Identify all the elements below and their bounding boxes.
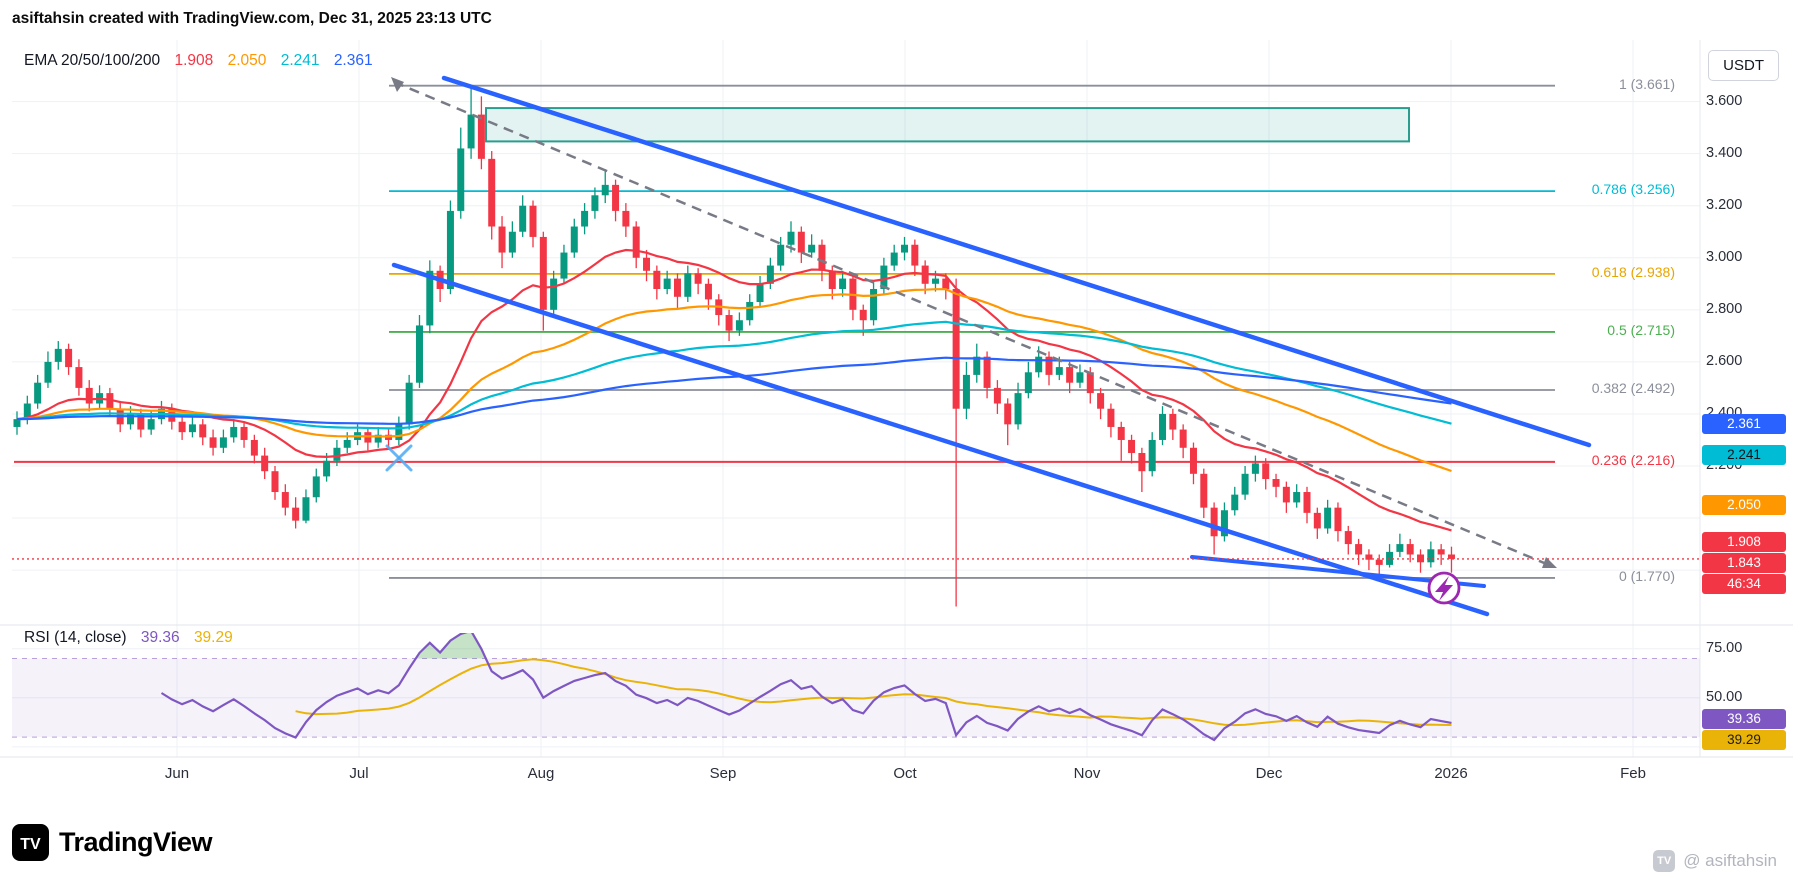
main-pane	[12, 75, 1700, 617]
ema20-last-value: 1.908	[174, 52, 214, 69]
fib-level-label: 0 (1.770)	[1618, 567, 1675, 584]
rsi-legend-title: RSI (14, close)	[24, 629, 127, 646]
time-axis-label[interactable]: 2026	[1434, 765, 1468, 782]
rsi-indicator-legend[interactable]: RSI (14, close) 39.36 39.29	[24, 629, 233, 647]
rsi-line	[160, 633, 1452, 742]
watermark: TV @ asiftahsin	[1653, 850, 1777, 872]
chart-attribution-note: asiftahsin created with TradingView.com,…	[12, 10, 492, 27]
time-axis-label[interactable]: Sep	[709, 765, 737, 782]
price-axis-label: 3.200	[1706, 196, 1743, 213]
tradingview-brand-text: TradingView	[59, 827, 213, 857]
fib-level-label: 1 (3.661)	[1618, 75, 1675, 92]
price-axis-label: 2.800	[1706, 300, 1743, 317]
fib-level-label: 0.382 (2.492)	[1591, 379, 1675, 396]
price-badge: 2.050	[1702, 495, 1786, 516]
rsi-pane	[12, 633, 1700, 742]
price-badge: 1.843	[1702, 553, 1786, 573]
lightning-icon	[1435, 576, 1453, 601]
supply-zone-box[interactable]	[485, 107, 1410, 143]
price-axis-label: 3.400	[1706, 144, 1743, 161]
ema200-last-value: 2.361	[333, 52, 373, 69]
rsi-last-value: 39.36	[140, 629, 180, 646]
time-axis-label[interactable]: Nov	[1073, 765, 1101, 782]
rsi-axis-label: 75.00	[1706, 639, 1743, 656]
time-axis-label[interactable]: Dec	[1255, 765, 1283, 782]
fib-level-label: 0.786 (3.256)	[1591, 181, 1675, 198]
ema20-line	[16, 248, 1452, 532]
time-axis-label[interactable]: Jul	[349, 765, 369, 782]
price-badge: 1.908	[1702, 532, 1786, 552]
trendline-arrow-start	[391, 77, 404, 92]
ema50-last-value: 2.050	[227, 52, 267, 69]
ema100-last-value: 2.241	[280, 52, 320, 69]
trendline-arrow-end	[1542, 557, 1557, 568]
price-axis-label: 3.600	[1706, 92, 1743, 109]
ema200-line	[16, 356, 1452, 425]
rsi-axis-label: 50.00	[1706, 688, 1743, 705]
time-axis-label[interactable]: Jun	[164, 765, 190, 782]
candlestick-series	[13, 85, 1455, 607]
watermark-handle: @ asiftahsin	[1683, 851, 1777, 870]
currency-toggle-button[interactable]: USDT	[1708, 50, 1779, 81]
tradingview-watermark-icon: TV	[1653, 850, 1676, 872]
dashed-trendline[interactable]	[393, 80, 1550, 567]
price-axis-label: 3.000	[1706, 248, 1743, 265]
time-axis-label[interactable]: Aug	[527, 765, 555, 782]
rsi-badge: 39.36	[1702, 708, 1786, 729]
tradingview-footer-logo[interactable]: TV TradingView	[12, 824, 213, 861]
ema-legend-title: EMA 20/50/100/200	[24, 52, 161, 69]
fib-level-label: 0.5 (2.715)	[1607, 321, 1675, 338]
ema-indicator-legend[interactable]: EMA 20/50/100/200 1.908 2.050 2.241 2.36…	[24, 52, 373, 70]
rsi-ma-last-value: 39.29	[193, 629, 233, 646]
countdown-badge: 46:34	[1702, 574, 1786, 594]
time-axis-label[interactable]: Feb	[1620, 765, 1646, 782]
fib-level-label: 0.236 (2.216)	[1591, 451, 1675, 468]
price-axis-label: 2.600	[1706, 352, 1743, 369]
channel-lower-line[interactable]	[391, 262, 1490, 617]
fib-level-label: 0.618 (2.938)	[1591, 263, 1675, 280]
rsi-ma-badge: 39.29	[1702, 729, 1786, 750]
tradingview-logo-icon: TV	[12, 824, 49, 861]
time-axis-label[interactable]: Oct	[893, 765, 917, 782]
price-badge: 2.361	[1702, 414, 1786, 435]
price-badge: 2.241	[1702, 445, 1786, 466]
channel-upper-line[interactable]	[441, 75, 1592, 448]
svg-text:TV: TV	[20, 836, 41, 853]
